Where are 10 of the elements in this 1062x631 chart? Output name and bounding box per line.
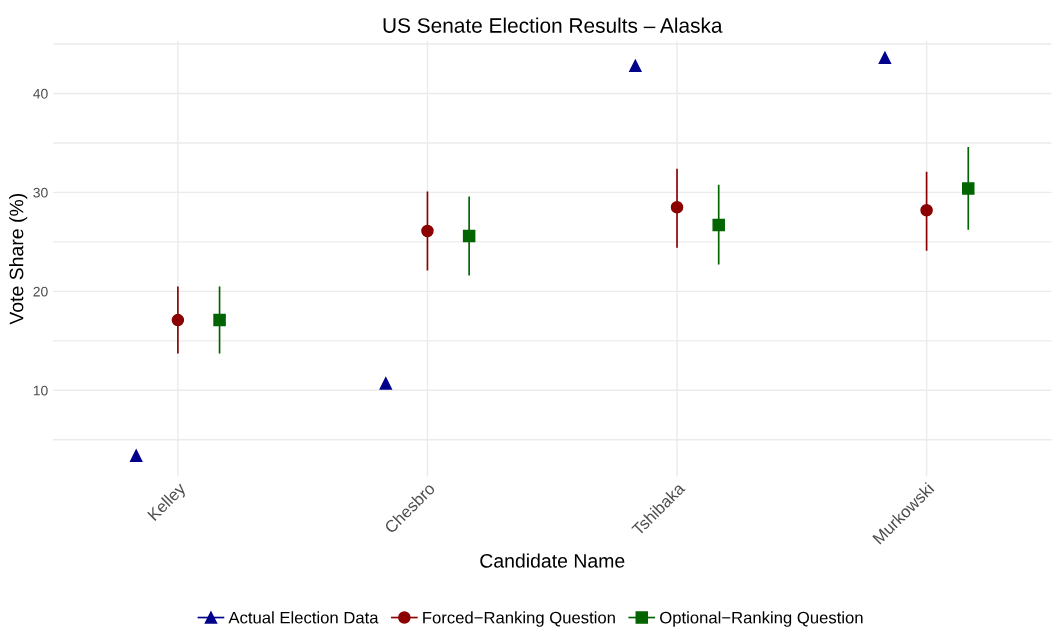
legend-label: Optional−Ranking Question (660, 611, 863, 627)
y-tick-label: 30 (33, 187, 48, 198)
legend-label: Forced−Ranking Question (423, 611, 615, 627)
y-tick-label: 20 (33, 286, 48, 297)
chart-title: US Senate Election Results – Alaska (383, 17, 723, 33)
legend-label: Actual Election Data (228, 611, 379, 624)
y-tick-label: 10 (33, 385, 48, 396)
y-axis-title: Vote Share (%) (9, 193, 28, 325)
x-axis-title: Candidate Name (480, 553, 625, 568)
y-tick-label: 40 (33, 88, 48, 99)
